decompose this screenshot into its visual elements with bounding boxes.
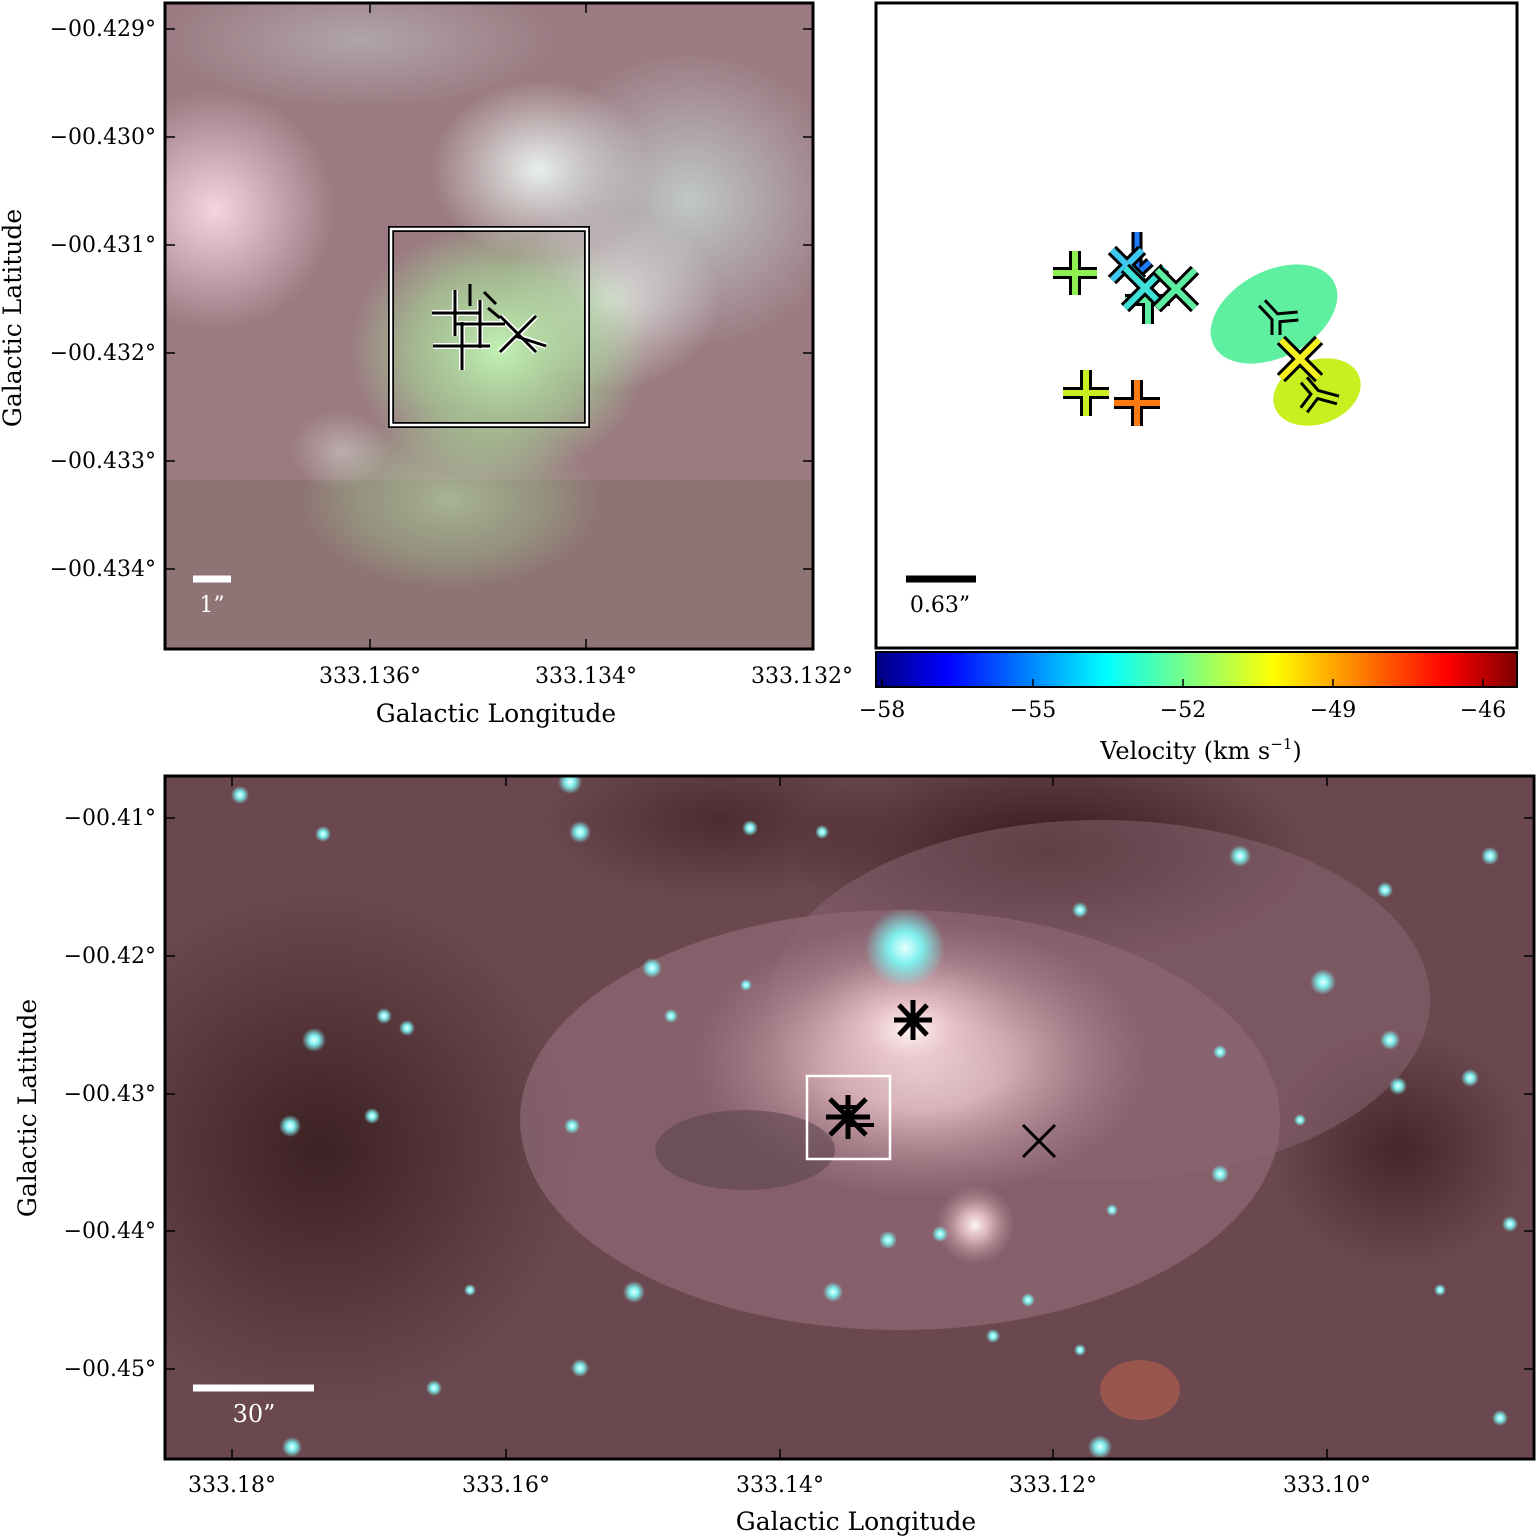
- cbar-tick-3: −49: [1310, 698, 1356, 723]
- panel-a-markers: [432, 284, 547, 370]
- panel-c-ylabel: Galactic Latitude: [13, 999, 42, 1217]
- panel-c-ytick-labels: −00.41° −00.42° −00.43° −00.44° −00.45°: [64, 806, 156, 1382]
- cbar-tick-0: −58: [859, 698, 905, 723]
- panel-c: 30” −00.41° −00.42° −00.43° −00.44° −00.…: [13, 774, 1536, 1536]
- ytick-c-4: −00.45°: [64, 1357, 156, 1382]
- cbar-tick-1: −55: [1010, 698, 1056, 723]
- ytick-c-1: −00.42°: [64, 944, 156, 969]
- panel-c-image: [165, 776, 1534, 1459]
- panel-c-frame: [163, 774, 1536, 1461]
- zoom-box-c: [805, 1074, 892, 1161]
- cbar-tick-2: −52: [1160, 698, 1206, 723]
- scalebar-b-label: 0.63”: [910, 593, 970, 618]
- panel-a-image: [165, 3, 813, 649]
- marker-cluster-1: [894, 1000, 932, 1040]
- marker-plus-2: [1063, 370, 1109, 416]
- panel-c-markers: [826, 1000, 1057, 1159]
- scalebar-a-label: 1”: [199, 593, 224, 618]
- ytick-a-0: −00.429°: [50, 17, 156, 42]
- ytick-a-1: −00.430°: [50, 125, 156, 150]
- panel-a-ylabel: Galactic Latitude: [0, 209, 27, 427]
- xtick-a-2: 333.132°: [751, 664, 853, 689]
- xtick-c-3: 333.12°: [1009, 1473, 1097, 1498]
- panel-b: 0.63” −58 −55 −52 −49 −46 Velocity (km s…: [859, 1, 1519, 765]
- panel-c-xlabel: Galactic Longitude: [736, 1507, 976, 1536]
- xtick-c-0: 333.18°: [188, 1473, 276, 1498]
- marker-tri-1: [1257, 299, 1299, 335]
- panel-c-stars: [231, 776, 1518, 1459]
- marker-x-3: [1152, 265, 1200, 313]
- ytick-a-3: −00.432°: [50, 341, 156, 366]
- panel-a: 1” −00.429° −00.430° −00.431° −00.432° −…: [0, 1, 853, 728]
- xtick-c-4: 333.10°: [1283, 1473, 1371, 1498]
- xtick-c-1: 333.16°: [462, 1473, 550, 1498]
- xtick-a-1: 333.134°: [535, 664, 637, 689]
- panel-a-xlabel: Galactic Longitude: [376, 699, 616, 728]
- xtick-a-0: 333.136°: [319, 664, 421, 689]
- marker-x-4: [1276, 335, 1324, 383]
- colorbar-ticks: [881, 679, 1484, 687]
- ytick-a-5: −00.434°: [50, 557, 156, 582]
- marker-plus-1: [1053, 251, 1097, 295]
- panel-a-frame: [163, 1, 815, 651]
- marker-tri-2: [1299, 376, 1340, 414]
- panel-a-xtick-labels: 333.136° 333.134° 333.132°: [319, 664, 853, 689]
- panel-a-ticks: [165, 3, 813, 649]
- panel-c-ticks: [165, 776, 1534, 1459]
- ytick-c-2: −00.43°: [64, 1082, 156, 1107]
- ytick-a-4: −00.433°: [50, 449, 156, 474]
- xtick-c-2: 333.14°: [736, 1473, 824, 1498]
- marker-x-c: [1021, 1123, 1057, 1159]
- ytick-c-0: −00.41°: [64, 806, 156, 831]
- ytick-c-3: −00.44°: [64, 1219, 156, 1244]
- panel-c-xtick-labels: 333.18° 333.16° 333.14° 333.12° 333.10°: [188, 1473, 1371, 1498]
- marker-cluster-2: [826, 1095, 874, 1139]
- marker-plus-3: [1114, 380, 1160, 426]
- colorbar-label: Velocity (km s−1): [1099, 735, 1302, 765]
- colorbar: [875, 651, 1518, 688]
- panel-b-frame: [874, 1, 1519, 650]
- colorbar-tick-labels: −58 −55 −52 −49 −46: [859, 698, 1506, 723]
- cbar-tick-4: −46: [1460, 698, 1506, 723]
- scalebar-c-label: 30”: [233, 1400, 276, 1428]
- ytick-a-2: −00.431°: [50, 233, 156, 258]
- panel-b-markers: [1053, 232, 1340, 426]
- zoom-box-a: [389, 227, 589, 427]
- panel-a-ytick-labels: −00.429° −00.430° −00.431° −00.432° −00.…: [50, 17, 156, 582]
